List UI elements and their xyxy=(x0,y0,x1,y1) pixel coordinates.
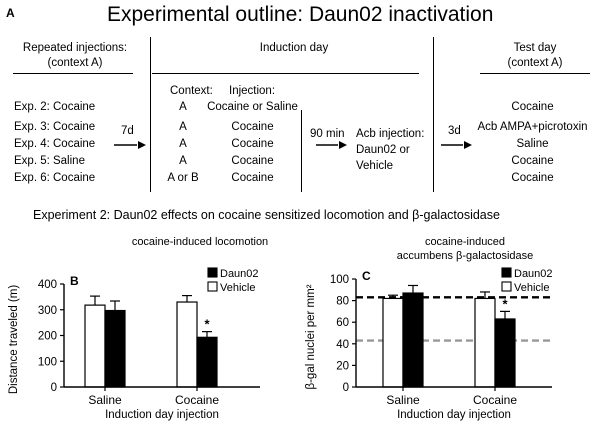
legend-label-daun02: Daun02 xyxy=(220,268,259,280)
divider-1 xyxy=(150,37,152,192)
bar-vehicle-cocaine xyxy=(176,301,198,388)
row-test: Cocaine xyxy=(511,155,554,167)
chart-c-title-line1: cocaine-induced xyxy=(424,236,506,248)
bar-daun02-saline xyxy=(104,309,126,388)
y-tick-label: 80 xyxy=(336,296,349,308)
y-tick-label: 0 xyxy=(51,382,57,394)
x-tick-label: Saline xyxy=(386,393,420,407)
row-context: A xyxy=(179,121,187,133)
legend-swatch-vehicle xyxy=(207,281,218,292)
y-tick-label: 60 xyxy=(336,317,349,329)
col1-header-line1: Repeated injections: xyxy=(22,42,128,54)
bar-vehicle-saline xyxy=(84,304,106,388)
col2-header: Induction day xyxy=(259,42,329,54)
row-test: Acb AMPA+picrotoxin xyxy=(477,121,588,133)
acb-injection-line1: Acb injection: xyxy=(356,128,425,140)
bar-vehicle-saline xyxy=(382,297,404,388)
significance-star: * xyxy=(502,296,508,311)
col2-underline xyxy=(152,73,419,75)
col1-header-line2: (context A) xyxy=(47,57,103,69)
legend-swatch-vehicle xyxy=(501,281,512,292)
col3-header-line2: (context A) xyxy=(507,57,563,69)
injection-label: Injection: xyxy=(229,85,276,97)
legend-label-vehicle: Vehicle xyxy=(514,282,549,294)
divider-3 xyxy=(433,37,435,192)
y-tick-label: 100 xyxy=(38,356,57,368)
x-tick-label: Saline xyxy=(88,393,122,407)
row-context: A or B xyxy=(167,172,199,184)
row-injection: Cocaine xyxy=(231,155,274,167)
y-tick-label: 100 xyxy=(330,274,349,286)
arrow-3d xyxy=(441,141,472,149)
legend-swatch-daun02 xyxy=(207,267,218,278)
y-tick-label: 0 xyxy=(343,382,349,394)
chart-c-title-line2: accumbens β-galactosidase xyxy=(396,250,534,262)
panel-letter: C xyxy=(362,269,371,283)
bar-vehicle-cocaine xyxy=(474,297,496,388)
bar-daun02-cocaine xyxy=(196,336,218,388)
bar-daun02-cocaine xyxy=(494,318,516,388)
row-injection: Cocaine xyxy=(231,138,274,150)
chart-b-title: cocaine-induced locomotion xyxy=(131,236,269,248)
row-exp-label: Exp. 2: Cocaine xyxy=(14,101,96,113)
row-test: Saline xyxy=(516,138,549,150)
experiment2-title: Experiment 2: Daun02 effects on cocaine … xyxy=(33,208,500,222)
outline-arrows xyxy=(114,141,472,149)
x-axis-label: Induction day injection xyxy=(105,409,219,421)
y-axis-label: Distance traveled (m) xyxy=(8,285,20,394)
gap-90min-label: 90 min xyxy=(310,128,345,140)
row-exp-label: Exp. 5: Saline xyxy=(14,155,85,167)
legend-swatch-daun02 xyxy=(501,267,512,278)
col1-underline xyxy=(13,73,133,75)
legend-label-vehicle: Vehicle xyxy=(220,282,255,294)
row-test: Cocaine xyxy=(511,101,554,113)
acb-injection-line2: Daun02 or xyxy=(356,144,410,156)
gap-3d-label: 3d xyxy=(448,125,461,137)
row-injection: Cocaine xyxy=(231,172,274,184)
chart-c: C Saline * Cocaine 0 20 40 60 80 100 β-gal nuclei … xyxy=(305,267,553,421)
row-context: A xyxy=(179,138,187,150)
row-test: Cocaine xyxy=(511,172,554,184)
row-injection: Cocaine or Saline xyxy=(207,101,298,113)
arrow-7d xyxy=(114,141,146,149)
col3-header-line1: Test day xyxy=(513,42,557,54)
chart-b: B Saline * Cocaine 0 100 200 300 400 Distance tra… xyxy=(8,267,260,421)
row-injection: Cocaine xyxy=(231,121,274,133)
panel-letter: B xyxy=(70,274,79,288)
y-tick-label: 400 xyxy=(38,279,57,291)
gap-7d-label: 7d xyxy=(121,125,134,137)
y-axis-label: β-gal nuclei per mm² xyxy=(305,284,317,389)
row-context: A xyxy=(179,101,187,113)
x-tick-label: Cocaine xyxy=(473,393,517,407)
page-title: Experimental outline: Daun02 inactivatio… xyxy=(107,3,494,26)
row-exp-label: Exp. 6: Cocaine xyxy=(14,172,96,184)
bar-daun02-saline xyxy=(402,292,424,388)
acb-injection-line3: Vehicle xyxy=(356,160,394,172)
row-exp-label: Exp. 3: Cocaine xyxy=(14,121,96,133)
x-tick-label: Cocaine xyxy=(175,393,219,407)
y-tick-label: 40 xyxy=(336,339,349,351)
col3-underline xyxy=(480,73,590,75)
significance-star: * xyxy=(204,317,210,332)
divider-2 xyxy=(301,110,303,192)
panel-letter-a: A xyxy=(6,6,15,20)
context-label: Context: xyxy=(170,85,213,97)
arrow-90min xyxy=(316,141,347,149)
x-axis-label: Induction day injection xyxy=(397,409,511,421)
row-exp-label: Exp. 4: Cocaine xyxy=(14,138,96,150)
y-tick-label: 300 xyxy=(38,305,57,317)
legend-label-daun02: Daun02 xyxy=(514,268,553,280)
row-context: A xyxy=(179,155,187,167)
y-tick-label: 20 xyxy=(336,360,349,372)
y-tick-label: 200 xyxy=(38,331,57,343)
